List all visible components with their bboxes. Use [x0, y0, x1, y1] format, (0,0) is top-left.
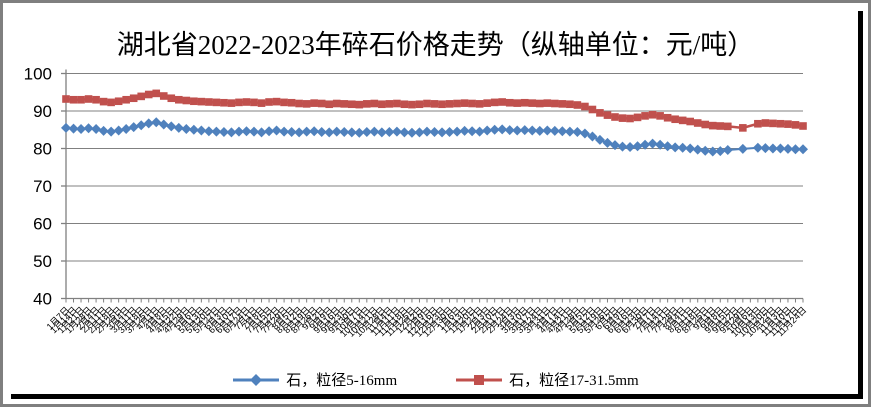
svg-text:90: 90 — [33, 102, 52, 121]
svg-text:70: 70 — [33, 177, 52, 196]
series-17-31-5mm — [62, 89, 807, 132]
svg-text:100: 100 — [24, 65, 52, 84]
chart-legend: 石，粒径5-16mm 石，粒径17-31.5mm — [3, 369, 868, 390]
legend-item-5-16mm: 石，粒径5-16mm — [232, 369, 397, 390]
x-axis-tick-labels: 1月7日1月14日1月21日1月28日2月4日2月11日2月18日2月25日3月… — [45, 305, 809, 339]
svg-text:60: 60 — [33, 215, 52, 234]
series-5-16mm — [61, 117, 808, 157]
chart-drop-shadow-right — [858, 11, 863, 399]
x-axis-ticks — [65, 298, 804, 303]
gridlines — [66, 73, 803, 262]
svg-text:80: 80 — [33, 140, 52, 159]
y-axis-tick-labels: 40 50 60 70 80 90 100 — [24, 65, 52, 309]
legend-marker-diamond-icon — [233, 373, 280, 386]
chart-plot-area: 40 50 60 70 80 90 100 1月7日1月14日1月21日1月28日2月4日2月… — [24, 65, 809, 339]
legend-marker-square-icon — [456, 374, 503, 385]
chart-title: 湖北省2022-2023年碎石价格走势（纵轴单位：元/吨） — [116, 30, 755, 60]
svg-text:50: 50 — [33, 252, 52, 271]
chart-drop-shadow-bottom — [11, 394, 863, 399]
legend-item-17-31-5mm: 石，粒径17-31.5mm — [455, 369, 639, 390]
legend-label-17-31-5mm: 石，粒径17-31.5mm — [509, 373, 639, 389]
legend-label-5-16mm: 石，粒径5-16mm — [286, 373, 398, 389]
svg-text:40: 40 — [33, 290, 52, 309]
y-axis-ticks — [61, 72, 66, 300]
